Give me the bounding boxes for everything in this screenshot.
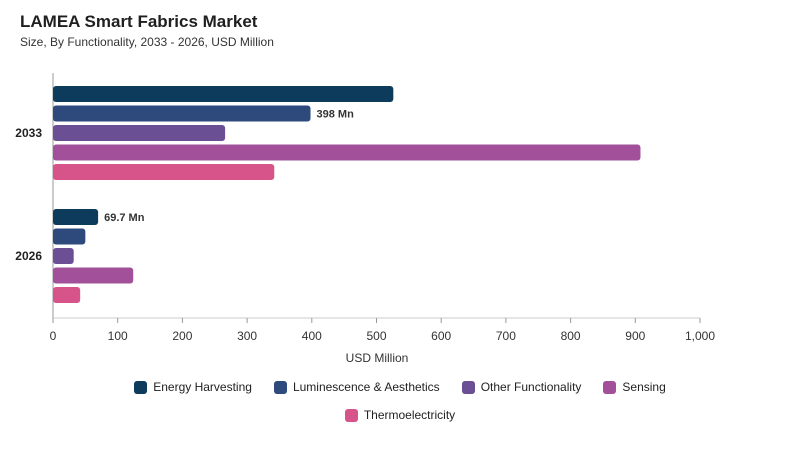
legend-label: Other Functionality [480,380,582,394]
legend-item-other-functionality: Other Functionality [461,380,582,394]
bar-2033-luminescence-aesthetics [53,105,311,122]
bar-2026-energy-harvesting [53,209,99,225]
x-tick-label: 1,000 [685,329,715,343]
bar-2026-luminescence-aesthetics [53,228,86,245]
category-label-2026: 2026 [15,249,42,263]
legend-item-sensing: Sensing [603,380,666,394]
x-axis-title: USD Million [346,351,409,365]
legend-label: Luminescence & Aesthetics [292,380,440,394]
x-tick-label: 800 [561,329,581,343]
category-label-2033: 2033 [15,126,42,140]
legend-swatch [273,380,287,394]
x-tick-label: 900 [625,329,645,343]
bar-chart: 0 100 200 300 400 500 600 700 800 900 1,000 2033 398… [15,73,715,365]
legend-label: Sensing [622,380,666,394]
x-tick-label: 600 [431,329,451,343]
legend-label: Thermoelectricity [363,408,456,422]
legend-item-energy-harvesting: Energy Harvesting [134,380,252,394]
legend-swatch [461,380,475,394]
x-tick-label: 200 [172,329,192,343]
chart-title: LAMEA Smart Fabrics Market [20,12,258,31]
legend-row: Thermoelectricity [0,408,800,422]
bar-2033-thermoelectricity [53,164,275,180]
legend-item-thermoelectricity: Thermoelectricity [344,408,456,422]
x-tick-label: 0 [50,329,57,343]
x-tick-label: 100 [108,329,128,343]
x-tick-label: 700 [496,329,516,343]
bar-2033-sensing [53,144,641,161]
data-label: 69.7 Mn [104,212,145,224]
x-tick-label: 500 [366,329,386,343]
bar-2026-other-functionality [53,248,74,264]
legend-swatch [134,380,148,394]
bar-2033-other-functionality [53,125,226,141]
bar-2026-thermoelectricity [53,287,81,303]
legend-label: Energy Harvesting [153,380,252,394]
plot-area: 0 100 200 300 400 500 600 700 800 900 1,000 2033 398… [15,73,715,343]
legend-swatch [603,380,617,394]
legend-swatch [344,408,358,422]
legend: Energy Harvesting Luminescence & Aestheti… [0,380,800,436]
data-label: 398 Mn [317,109,355,121]
legend-row: Energy Harvesting Luminescence & Aestheti… [0,380,800,394]
legend-item-luminescence-aesthetics: Luminescence & Aesthetics [273,380,440,394]
bar-2033-energy-harvesting [53,86,394,102]
x-tick-label: 300 [237,329,257,343]
x-tick-label: 400 [302,329,322,343]
chart-subtitle: Size, By Functionality, 2033 - 2026, USD… [20,35,274,49]
bar-2026-sensing [53,267,134,284]
